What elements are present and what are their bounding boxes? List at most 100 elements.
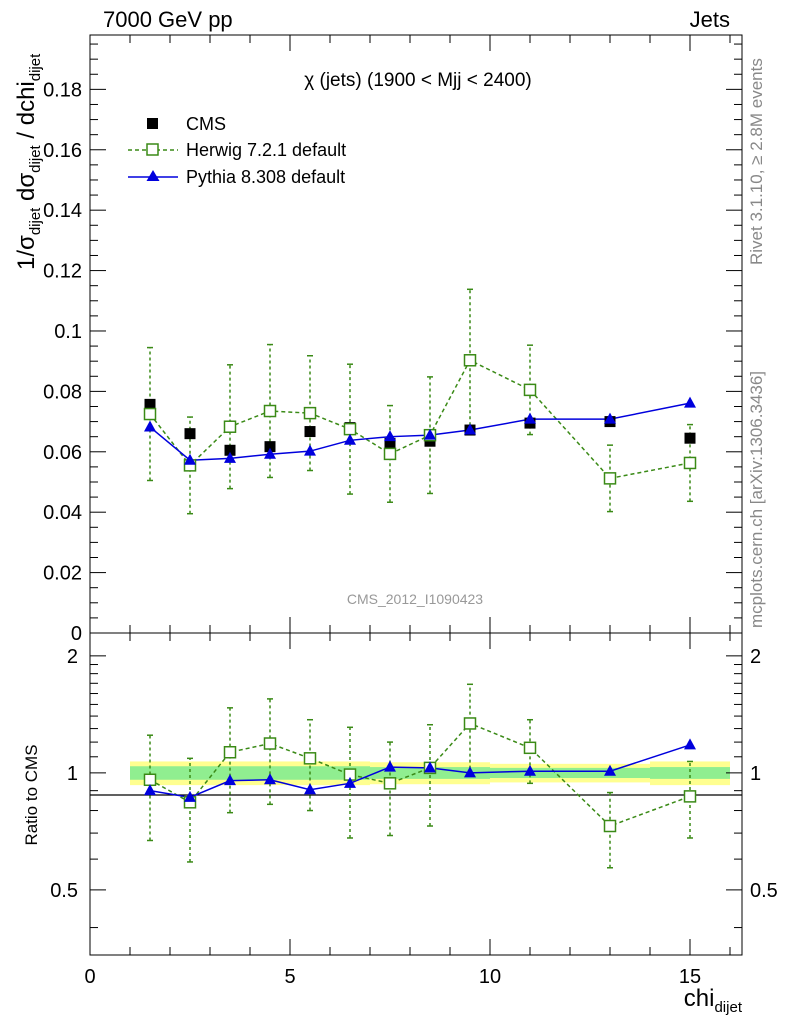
legend-marker-cms [147, 118, 158, 129]
ratio-herwig-line [149, 722, 691, 827]
ratio-herwig-point [683, 790, 697, 803]
herwig-point [463, 354, 477, 367]
herwig-point [343, 422, 357, 436]
cms-point [184, 428, 196, 440]
herwig-point [263, 404, 277, 418]
herwig-point [603, 472, 617, 485]
ratio-pythia-point [464, 766, 476, 778]
rivet-label: Rivet 3.1.10, ≥ 2.8M events [747, 58, 766, 265]
ratio-y-tick-label: 2 [67, 646, 78, 668]
y-tick-label: 0.14 [43, 200, 82, 222]
ratio-pythia-point [144, 784, 156, 796]
pythia-point [264, 447, 276, 459]
ratio-y-tick-label-right: 2 [750, 646, 761, 668]
header-left: 7000 GeV pp [103, 7, 233, 32]
ratio-inner-band [650, 767, 730, 779]
y-tick-label: 0.06 [43, 442, 82, 464]
herwig-point [683, 456, 697, 470]
ratio-y-tick-label: 0.5 [50, 880, 78, 902]
ratio-pythia-point [304, 783, 316, 795]
cms-point [224, 444, 236, 456]
pythia-point [684, 396, 696, 408]
y-tick-label: 0.04 [43, 502, 82, 524]
ratio-pythia-point [224, 774, 236, 786]
x-tick-label: 10 [479, 966, 501, 988]
pythia-point [384, 430, 396, 442]
cms-point [384, 437, 396, 449]
ratio-herwig-point [223, 745, 237, 759]
y-tick-label: 0.02 [43, 563, 82, 585]
ratio-herwig-point [143, 773, 157, 787]
y-tick-label: 0.16 [43, 140, 82, 162]
ratio-pythia-point [604, 764, 616, 776]
legend-label-cms: CMS [186, 114, 226, 134]
pythia-point [424, 428, 436, 440]
pythia-point [224, 451, 236, 463]
ratio-y-tick-label-right: 0.5 [750, 880, 778, 902]
x-axis-label: chidijet [684, 985, 743, 1016]
y-tick-label: 0 [71, 623, 82, 645]
ratio-herwig-point [263, 737, 277, 750]
pythia-point [524, 412, 536, 424]
main-plot-panel: 0 0.02 0.04 0.06 0.08 0.1 0.12 0.14 0.16 0.18 χ (… [43, 34, 743, 645]
ratio-y-tick-label: 1 [67, 763, 78, 785]
y-tick-label: 0.1 [54, 321, 82, 343]
x-tick-label: 5 [284, 966, 295, 988]
y-tick-label: 0.18 [43, 79, 82, 101]
ratio-herwig-point [603, 819, 617, 833]
ratio-axes: 0.5 0.5 1 1 2 2 0 5 10 15 [50, 633, 778, 988]
herwig-point [303, 406, 317, 420]
legend-label-herwig: Herwig 7.2.1 default [186, 140, 346, 160]
y-tick-label: 0.08 [43, 381, 82, 403]
ratio-inner-band [170, 766, 210, 780]
ratio-y-axis-label: Ratio to CMS [22, 744, 41, 845]
ratio-pythia-point [424, 761, 436, 773]
herwig-point [383, 447, 397, 461]
legend-marker-pythia [146, 170, 160, 181]
legend: CMS Herwig 7.2.1 default Pythia 8.308 de… [128, 114, 346, 187]
pythia-point [144, 420, 156, 432]
cms-point [684, 432, 696, 444]
x-tick-label: 0 [84, 966, 95, 988]
pythia-point [344, 433, 356, 445]
ratio-pythia-point [184, 790, 196, 802]
ratio-inner-band [210, 766, 250, 780]
pythia-point [304, 444, 316, 456]
pythia-point [604, 412, 616, 424]
herwig-point [223, 420, 237, 433]
cms-point [144, 398, 156, 410]
header-right: Jets [690, 7, 730, 32]
legend-entry-cms: CMS [147, 114, 226, 134]
legend-entry-pythia: Pythia 8.308 default [128, 167, 345, 187]
plot-title: χ (jets) (1900 < Mjj < 2400) [304, 70, 532, 91]
ratio-pythia-point [524, 764, 536, 776]
ratio-pythia-point [344, 776, 356, 788]
legend-marker-herwig [146, 143, 159, 156]
legend-entry-herwig: Herwig 7.2.1 default [128, 140, 346, 160]
main-series-layer [143, 288, 697, 515]
watermark: CMS_2012_I1090423 [347, 591, 483, 607]
ratio-plot-panel: 0.5 0.5 1 1 2 2 0 5 10 15 [50, 632, 778, 988]
legend-label-pythia: Pythia 8.308 default [186, 167, 345, 187]
ratio-series-layer [143, 683, 697, 869]
ratio-herwig-point [383, 777, 397, 790]
ratio-y-tick-label-right: 1 [750, 763, 761, 785]
ratio-plot-frame [89, 632, 743, 956]
ratio-pythia-point [684, 738, 696, 750]
main-y-axis-label: 1/σdijet dσdijet / dchidijet [13, 53, 44, 270]
ratio-pythia-line [149, 744, 691, 799]
ratio-herwig-point [463, 717, 477, 730]
x-tick-label: 15 [679, 966, 701, 988]
ratio-herwig-point [523, 741, 537, 755]
mcplots-label: mcplots.cern.ch [arXiv:1306.3436] [747, 371, 766, 628]
pythia-line [149, 402, 691, 462]
main-y-axis: 0 0.02 0.04 0.06 0.08 0.1 0.12 0.14 0.16 0.18 [43, 35, 742, 645]
pythia-point [184, 453, 196, 465]
cms-point [304, 426, 316, 438]
ratio-herwig-point [303, 752, 317, 765]
cms-point [264, 441, 276, 453]
pythia-point [464, 423, 476, 435]
ratio-pythia-point [264, 773, 276, 785]
y-tick-label: 0.12 [43, 261, 82, 283]
